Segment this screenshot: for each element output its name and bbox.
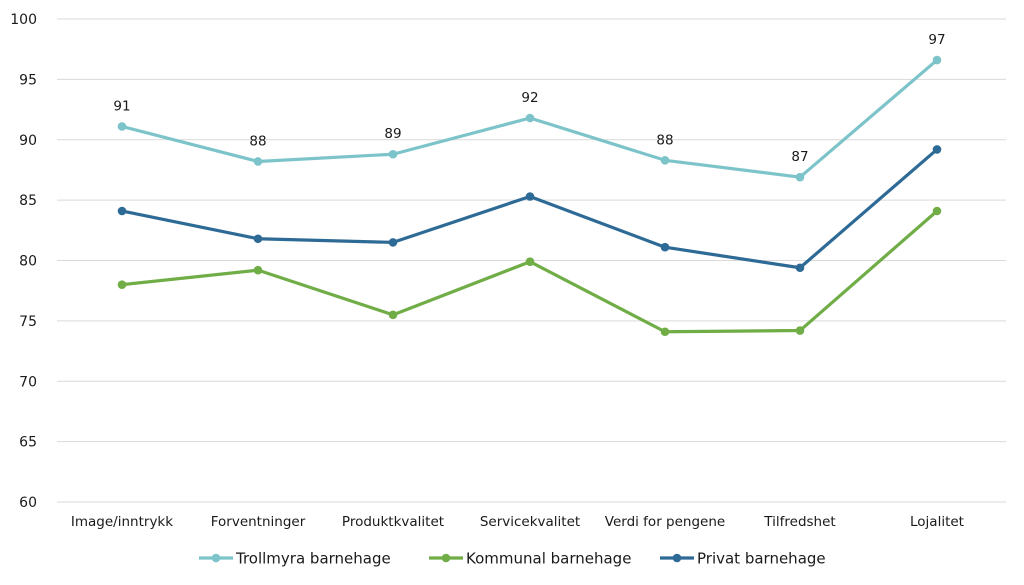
data-point — [932, 145, 942, 154]
data-label: 87 — [791, 149, 808, 165]
x-category-label: Lojalitet — [910, 514, 964, 530]
data-label: 97 — [928, 32, 945, 48]
legend-item: Privat barnehage — [660, 550, 826, 568]
data-point — [253, 265, 263, 275]
data-point — [388, 238, 398, 247]
x-axis-category-labels: Image/inntrykk Forventninger Produktkvalit… — [71, 514, 964, 530]
data-point — [660, 327, 670, 337]
series-line — [120, 147, 939, 270]
series-1 — [117, 55, 942, 182]
x-category-label: Servicekvalitet — [480, 514, 580, 530]
x-category-label: Verdi for pengene — [605, 514, 725, 530]
legend-item: Kommunal barnehage — [429, 550, 631, 568]
data-label: 91 — [113, 98, 130, 114]
data-point — [388, 149, 398, 159]
data-point — [795, 326, 805, 335]
x-category-label: Tilfredshet — [763, 514, 835, 530]
data-point — [660, 242, 670, 252]
legend-swatch-marker — [441, 553, 451, 563]
legend: Trollmyra barnehage Kommunal barnehage Pri… — [199, 550, 826, 568]
series-lines — [117, 55, 942, 337]
data-label: 88 — [249, 133, 266, 149]
series-2 — [117, 206, 942, 337]
x-category-label: Image/inntrykk — [71, 514, 173, 530]
data-point — [660, 155, 670, 165]
legend-swatch-marker — [672, 553, 682, 563]
data-label: 92 — [521, 90, 538, 106]
data-point — [117, 206, 127, 216]
legend-label: Trollmyra barnehage — [235, 550, 391, 568]
y-tick-label: 70 — [19, 374, 37, 390]
x-category-label: Forventninger — [211, 514, 306, 530]
data-labels: 91 88 89 92 88 87 97 — [113, 32, 945, 165]
data-point — [525, 257, 535, 267]
data-point — [253, 157, 263, 166]
y-tick-label: 60 — [19, 495, 37, 511]
data-point — [932, 206, 942, 216]
data-point — [525, 192, 535, 201]
data-point — [795, 263, 805, 273]
data-point — [795, 172, 805, 182]
data-label: 88 — [656, 132, 673, 148]
y-tick-label: 100 — [10, 12, 37, 28]
y-tick-label: 80 — [19, 254, 37, 270]
data-point — [932, 55, 942, 65]
y-tick-label: 95 — [19, 72, 37, 88]
data-label: 89 — [384, 126, 401, 142]
legend-swatch-marker — [211, 553, 221, 563]
data-point — [117, 280, 127, 289]
series-3 — [117, 145, 942, 273]
series-line — [120, 209, 939, 334]
x-category-label: Produktkvalitet — [342, 514, 444, 530]
y-tick-label: 90 — [19, 133, 37, 149]
legend-label: Kommunal barnehage — [466, 550, 631, 568]
legend-label: Privat barnehage — [697, 550, 826, 568]
legend-item: Trollmyra barnehage — [199, 550, 391, 568]
y-tick-label: 75 — [19, 314, 37, 330]
data-point — [388, 310, 398, 320]
y-axis-tick-labels: 60 65 70 75 80 85 90 95 100 — [10, 12, 37, 511]
y-tick-label: 85 — [19, 193, 37, 209]
y-tick-label: 65 — [19, 435, 37, 451]
data-point — [525, 113, 535, 123]
data-point — [117, 122, 127, 131]
data-point — [253, 234, 263, 244]
